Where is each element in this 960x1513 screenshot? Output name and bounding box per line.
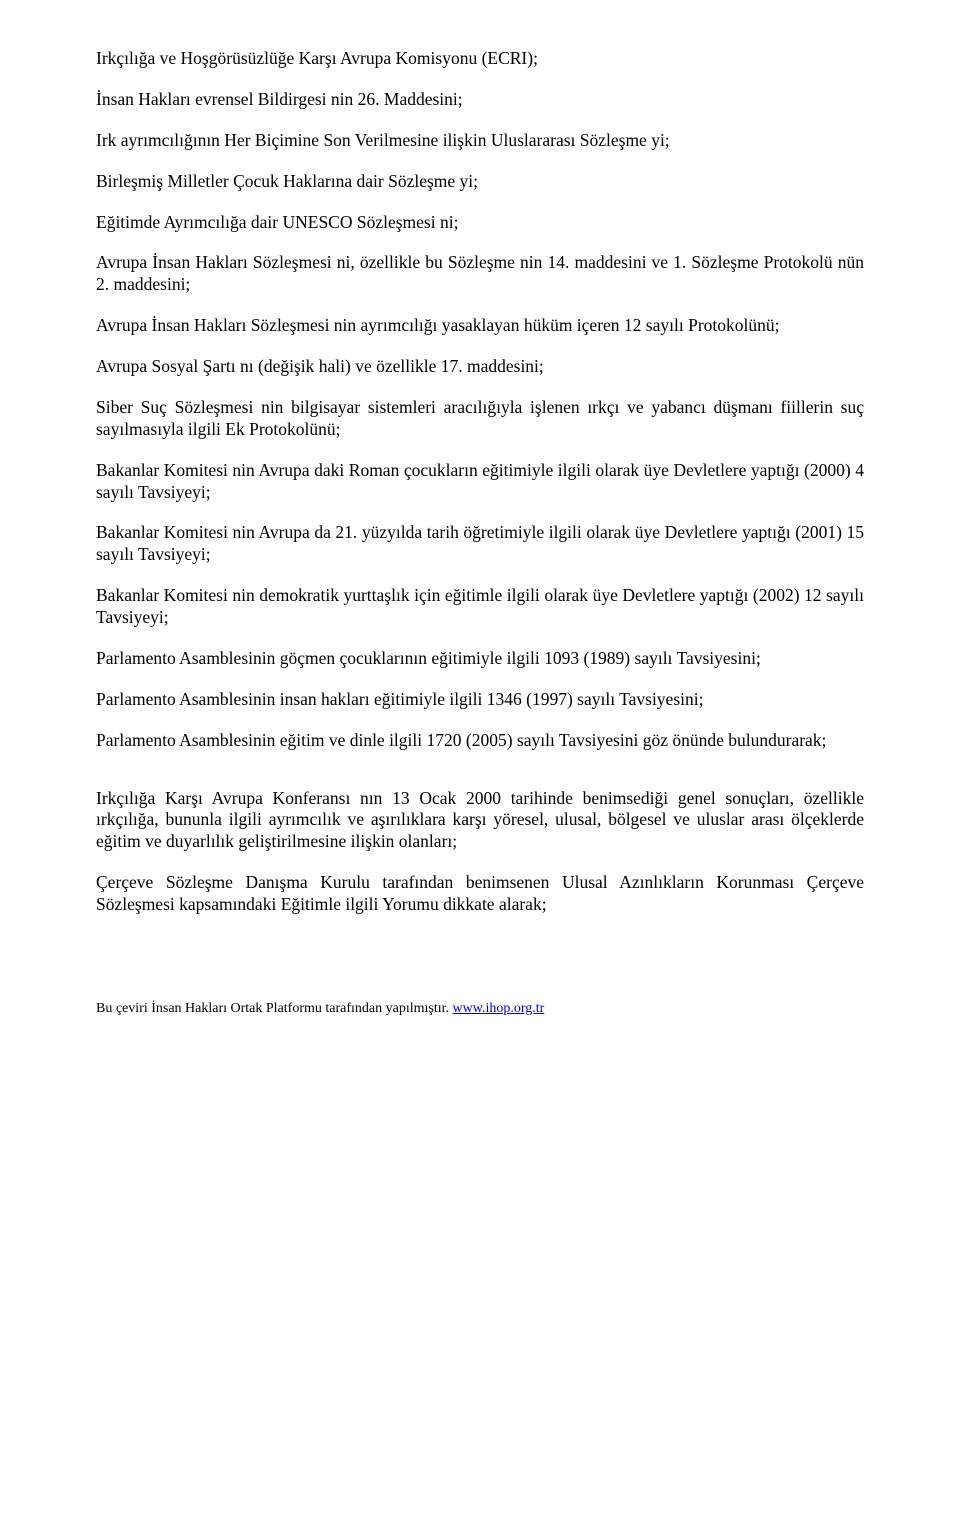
- footer: Bu çeviri İnsan Hakları Ortak Platformu …: [96, 1000, 864, 1018]
- paragraph-14: Parlamento Asamblesinin insan hakları eğ…: [96, 689, 864, 711]
- paragraph-13: Parlamento Asamblesinin göçmen çocukları…: [96, 648, 864, 670]
- paragraph-12: Bakanlar Komitesi nin demokratik yurttaş…: [96, 585, 864, 629]
- paragraph-7: Avrupa İnsan Hakları Sözleşmesi nin ayrı…: [96, 315, 864, 337]
- paragraph-2: İnsan Hakları evrensel Bildirgesi nin 26…: [96, 89, 864, 111]
- paragraph-1: Irkçılığa ve Hoşgörüsüzlüğe Karşı Avrupa…: [96, 48, 864, 70]
- paragraph-9: Siber Suç Sözleşmesi nin bilgisayar sist…: [96, 397, 864, 441]
- paragraph-17: Çerçeve Sözleşme Danışma Kurulu tarafınd…: [96, 872, 864, 916]
- footer-text: Bu çeviri İnsan Hakları Ortak Platformu …: [96, 1001, 453, 1016]
- paragraph-6: Avrupa İnsan Hakları Sözleşmesi ni, özel…: [96, 252, 864, 296]
- paragraph-4: Birleşmiş Milletler Çocuk Haklarına dair…: [96, 171, 864, 193]
- paragraph-8: Avrupa Sosyal Şartı nı (değişik hali) ve…: [96, 356, 864, 378]
- paragraph-10: Bakanlar Komitesi nin Avrupa daki Roman …: [96, 460, 864, 504]
- paragraph-11: Bakanlar Komitesi nin Avrupa da 21. yüzy…: [96, 522, 864, 566]
- footer-link[interactable]: www.ihop.org.tr: [453, 1001, 545, 1016]
- paragraph-16: Irkçılığa Karşı Avrupa Konferansı nın 13…: [96, 788, 864, 854]
- paragraph-15: Parlamento Asamblesinin eğitim ve dinle …: [96, 730, 864, 752]
- paragraph-3: Irk ayrımcılığının Her Biçimine Son Veri…: [96, 130, 864, 152]
- paragraph-5: Eğitimde Ayrımcılığa dair UNESCO Sözleşm…: [96, 212, 864, 234]
